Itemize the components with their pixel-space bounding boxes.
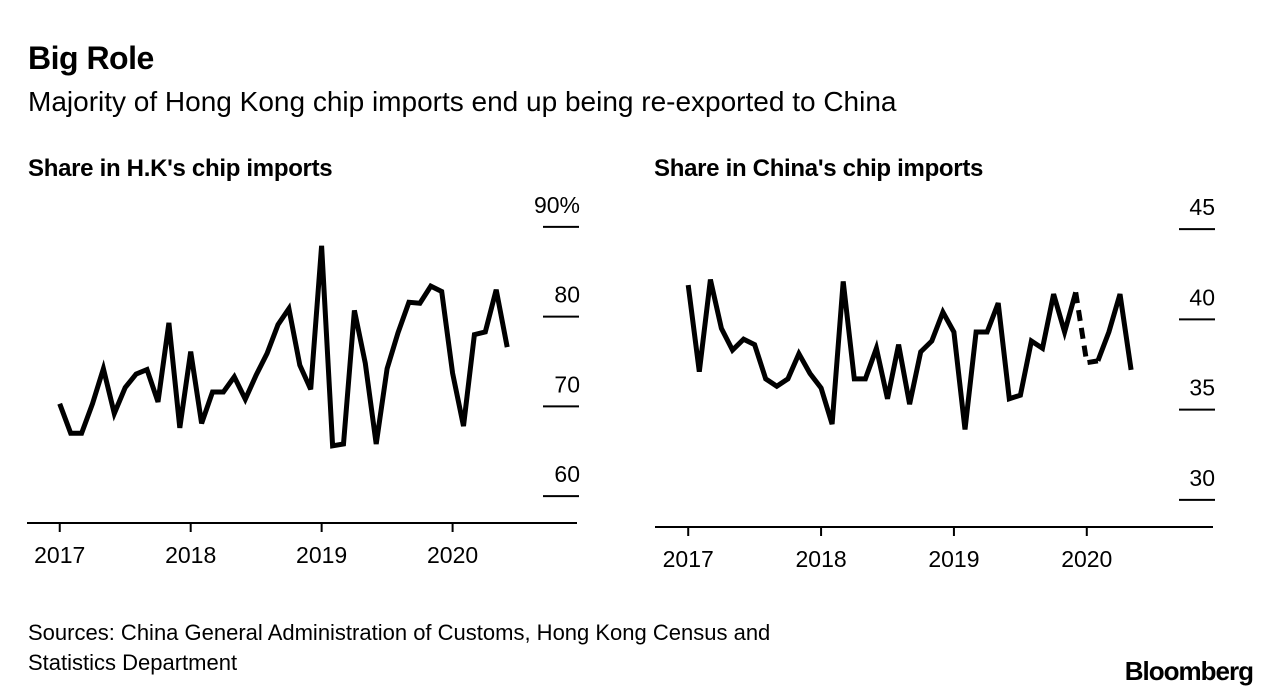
right-y-label-40: 40 [1189,284,1215,310]
bloomberg-logo: Bloomberg [1124,656,1254,686]
right-y-label-30: 30 [1189,465,1215,491]
left-series-line-0 [57,245,510,449]
left-x-label-2017: 2017 [34,542,85,568]
right-y-label-35: 35 [1189,375,1215,401]
left-y-label-70: 70 [554,371,580,397]
source-line-1: Sources: China General Administration of… [28,620,771,645]
right-y-label-45: 45 [1189,194,1215,220]
left-x-label-2019: 2019 [296,542,347,568]
left-x-label-2020: 2020 [427,542,478,568]
left-chart: 90% 80 70 60 2017 2018 2019 2020 [27,192,580,568]
right-chart: 45 40 35 30 2017 2018 2019 2020 [655,194,1215,572]
right-x-label-2017: 2017 [663,546,714,572]
right-series-line-0 [685,279,1079,430]
left-y-label-80: 80 [554,282,580,308]
right-series-line-2 [1095,293,1134,371]
right-series-line-dashed-1 [1073,291,1099,366]
right-panel-title: Share in China's chip imports [654,155,984,182]
source-note: Sources: China General Administration of… [28,618,770,678]
left-panel-title: Share in H.K's chip imports [28,155,333,182]
right-x-label-2020: 2020 [1061,546,1112,572]
chart-subtitle: Majority of Hong Kong chip imports end u… [28,86,897,117]
chart-title: Big Role [28,40,154,76]
right-x-label-2018: 2018 [795,546,846,572]
source-line-2: Statistics Department [28,650,238,675]
left-x-label-2018: 2018 [165,542,216,568]
left-y-label-90: 90% [534,192,580,218]
left-y-label-60: 60 [554,461,580,487]
right-x-label-2019: 2019 [928,546,979,572]
